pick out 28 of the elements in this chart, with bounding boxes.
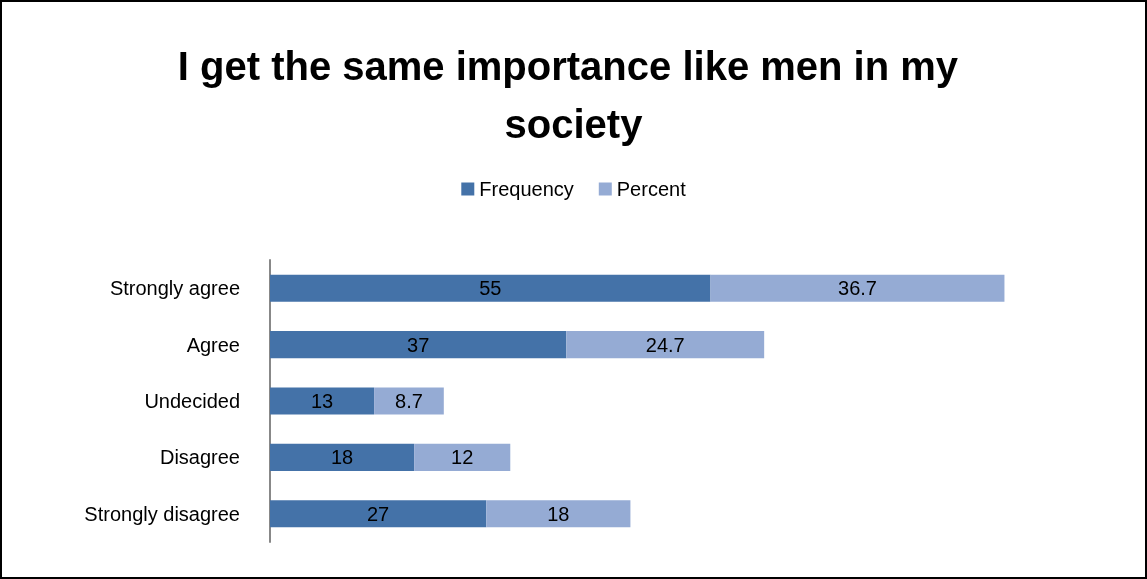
legend-label: Frequency <box>479 178 574 200</box>
bar <box>270 387 375 415</box>
data-label: 12 <box>451 446 474 469</box>
y-tick-label: Agree <box>186 333 240 356</box>
bar <box>566 331 765 359</box>
data-label: 27 <box>367 502 390 525</box>
bar <box>486 500 631 528</box>
data-label: 18 <box>330 446 354 469</box>
y-tick-label: Undecided <box>144 390 240 412</box>
y-tick-label: Strongly disagree <box>84 502 240 525</box>
bar <box>270 500 487 528</box>
y-tick-label: Strongly agree <box>109 277 240 300</box>
bar <box>374 387 444 415</box>
data-label: 8.7 <box>395 390 423 412</box>
data-label: 55 <box>479 277 502 300</box>
data-label: 18 <box>547 502 570 525</box>
bar <box>414 443 511 471</box>
bar <box>270 274 711 302</box>
data-label: 13 <box>310 390 334 412</box>
data-label: 24.7 <box>645 333 685 356</box>
bar <box>270 331 567 359</box>
y-tick-label: Disagree <box>159 446 240 469</box>
chart-title: I get the same importance like men in my society <box>177 44 970 146</box>
data-label: 37 <box>407 333 430 356</box>
bar <box>270 443 415 471</box>
data-label: 36.7 <box>838 277 877 300</box>
bar <box>710 274 1005 302</box>
legend-label: Percent <box>616 178 687 200</box>
